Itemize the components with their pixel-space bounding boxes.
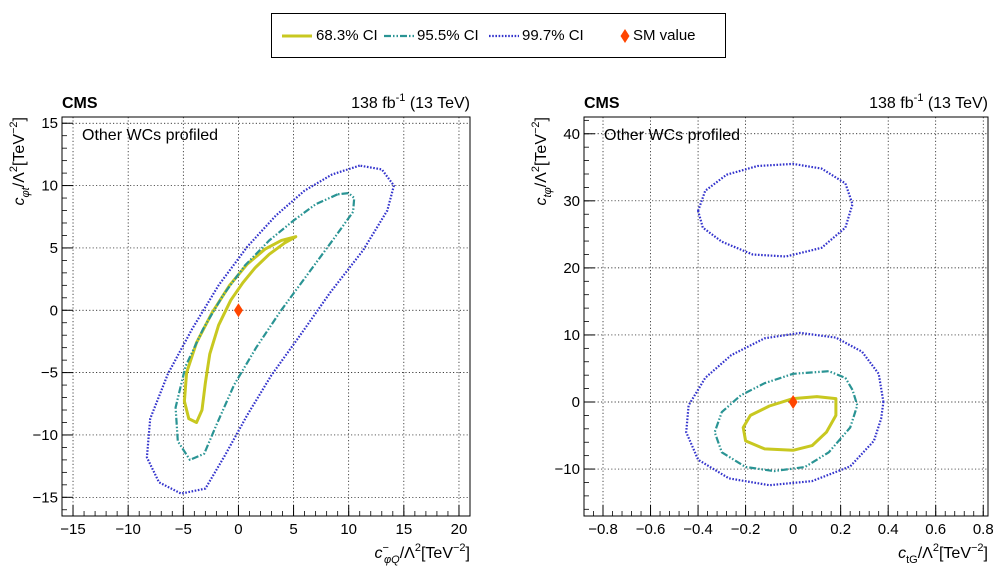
sm-point-marker <box>233 303 243 318</box>
grid <box>584 117 988 516</box>
y-tick-label: −5 <box>41 365 58 382</box>
contour-997-2 <box>685 331 885 487</box>
legend-label-sm: SM value <box>633 27 696 44</box>
profiling-note: Other WCs profiled <box>82 127 218 144</box>
sm-point-marker <box>788 395 798 409</box>
x-tick-label: 0.2 <box>830 521 851 538</box>
y-tick-label: −15 <box>33 489 58 506</box>
x-tick-label: 0 <box>789 521 797 538</box>
contour-955-1 <box>174 192 356 461</box>
luminosity-label: 138 fb-1 (13 TeV) <box>351 92 470 112</box>
y-axis-label: cφt/Λ2[TeV−2] <box>8 117 32 206</box>
x-tick-label: 15 <box>395 521 412 538</box>
experiment-label: CMS <box>62 95 98 112</box>
y-tick-label: 0 <box>50 302 58 319</box>
y-tick-label: 30 <box>563 193 580 210</box>
x-axis-label: c− φQ/Λ2[TeV−2] <box>375 542 470 566</box>
y-axis-label: ctφ/Λ2[TeV−2] <box>530 117 554 206</box>
x-tick-label: −10 <box>115 521 140 538</box>
contour-997-3 <box>696 162 854 258</box>
y-tick-label: −10 <box>33 427 58 444</box>
x-tick-label: 0.8 <box>973 521 994 538</box>
x-tick-label: −15 <box>60 521 85 538</box>
x-tick-label: 20 <box>451 521 468 538</box>
legend-label-95: 95.5% CI <box>417 27 479 44</box>
x-axis-label: ctG/Λ2[TeV−2] <box>898 542 988 566</box>
x-tick-label: −0.8 <box>588 521 618 538</box>
plot-area <box>62 117 470 516</box>
y-tick-label: 15 <box>41 115 58 132</box>
y-tick-label: 40 <box>563 126 580 143</box>
plot-frame <box>61 116 471 517</box>
x-tick-label: 0 <box>234 521 242 538</box>
y-tick-label: 10 <box>563 327 580 344</box>
x-tick-label: −0.6 <box>636 521 666 538</box>
plot-area <box>584 117 988 516</box>
experiment-label: CMS <box>584 95 620 112</box>
y-tick-label: 0 <box>572 394 580 411</box>
y-tick-label: 20 <box>563 260 580 277</box>
luminosity-label: 138 fb-1 (13 TeV) <box>869 92 988 112</box>
y-tick-label: 5 <box>50 240 58 257</box>
x-tick-label: 0.4 <box>878 521 899 538</box>
x-tick-label: −0.4 <box>683 521 713 538</box>
y-tick-label: −10 <box>555 461 580 478</box>
legend-label-997: 99.7% CI <box>522 27 584 44</box>
contour-955-1 <box>713 370 859 473</box>
x-tick-label: 0.6 <box>925 521 946 538</box>
profiling-note: Other WCs profiled <box>604 127 740 144</box>
x-tick-label: −0.2 <box>731 521 761 538</box>
y-tick-label: 10 <box>41 178 58 195</box>
legend-label-68: 68.3% CI <box>316 27 378 44</box>
plot-frame <box>583 116 989 517</box>
x-tick-label: 5 <box>289 521 297 538</box>
x-tick-label: −5 <box>175 521 192 538</box>
legend-diamond-marker <box>620 29 630 43</box>
x-tick-label: 10 <box>340 521 357 538</box>
legend-box: 68.3% CI 95.5% CI 99.7% CI SM value <box>271 13 726 58</box>
legend-symbols <box>282 29 630 43</box>
